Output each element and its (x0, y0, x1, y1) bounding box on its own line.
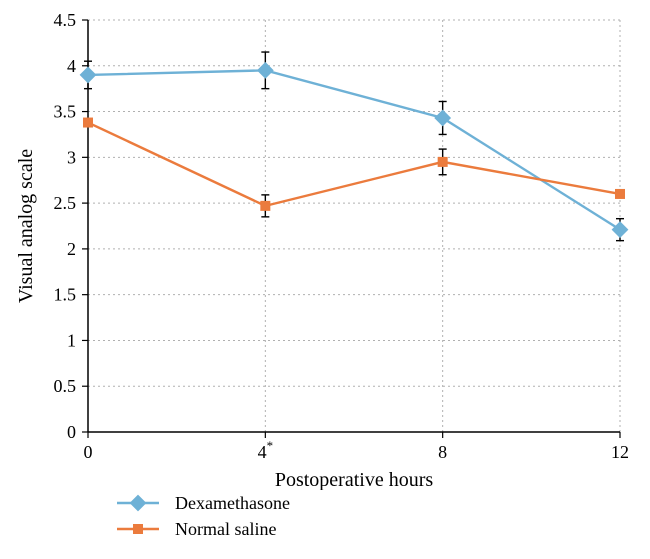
legend-label: Dexamethasone (175, 493, 290, 514)
svg-text:0: 0 (84, 442, 93, 462)
legend-item-normal-saline: Normal saline (115, 516, 290, 542)
svg-text:Visual analog scale: Visual analog scale (15, 149, 37, 303)
svg-text:Postoperative hours: Postoperative hours (275, 469, 434, 490)
svg-text:2.5: 2.5 (54, 193, 77, 213)
line-chart: 0 0.5 1 1.5 2 2.5 3 3.5 4 4.5 0 4* 8 12 Visual analog … (0, 0, 650, 490)
svg-text:0.5: 0.5 (54, 376, 77, 396)
svg-text:1.5: 1.5 (54, 285, 77, 305)
svg-text:12: 12 (611, 442, 629, 462)
svg-text:4.5: 4.5 (54, 10, 77, 30)
svg-text:3.5: 3.5 (54, 102, 77, 122)
svg-text:8: 8 (438, 442, 447, 462)
legend-swatch-normal-saline (115, 519, 161, 539)
legend-swatch-dexamethasone (115, 493, 161, 513)
legend: Dexamethasone Normal saline (115, 490, 290, 542)
svg-text:2: 2 (67, 239, 76, 259)
chart-container: 0 0.5 1 1.5 2 2.5 3 3.5 4 4.5 0 4* 8 12 Visual analog … (0, 0, 650, 559)
legend-item-dexamethasone: Dexamethasone (115, 490, 290, 516)
svg-text:4: 4 (67, 56, 76, 76)
svg-text:1: 1 (67, 330, 76, 350)
svg-text:4*: 4* (258, 438, 274, 462)
svg-text:3: 3 (67, 147, 76, 167)
legend-label: Normal saline (175, 519, 276, 540)
svg-text:0: 0 (67, 422, 76, 442)
